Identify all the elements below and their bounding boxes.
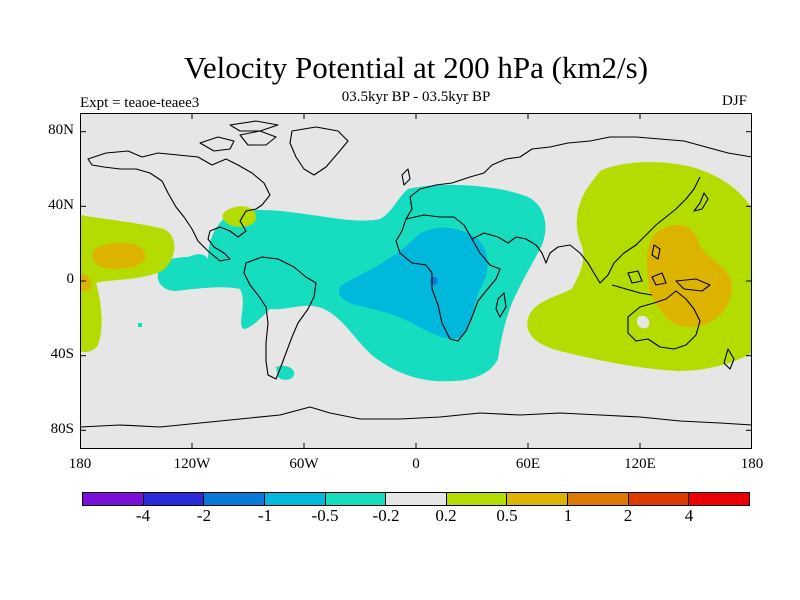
colorbar-swatch (264, 493, 326, 505)
lon-label-120e: 120E (624, 456, 656, 472)
velocity-potential-map (80, 113, 752, 449)
colorbar-label: 4 (684, 506, 694, 525)
lon-label-120w: 120W (173, 456, 211, 472)
colorbar-swatch (507, 493, 569, 505)
lat-label-80s: 80S (50, 421, 74, 437)
plot-subtitle: 03.5kyr BP - 03.5kyr BP (341, 89, 491, 105)
colorbar-swatch (628, 493, 690, 505)
lat-label-40s: 40S (50, 346, 74, 362)
plot-title: Velocity Potential at 200 hPa (km2/s) (183, 50, 649, 85)
lon-label-180e: 180 (740, 456, 764, 472)
colorbar-label: 1 (563, 506, 573, 525)
coastlines (80, 120, 752, 428)
lat-label-80n: 80N (48, 122, 74, 138)
contour-cyan-patagonia (276, 365, 295, 380)
contour-green-gulf (222, 206, 256, 227)
colorbar (82, 492, 750, 506)
colorbar-swatch (386, 493, 447, 505)
colorbar-label: -4 (135, 506, 151, 525)
contour-orange-edge (80, 273, 92, 292)
colorbar-swatch (143, 493, 205, 505)
colorbar-swatch (204, 493, 265, 505)
contour-blue-africa (338, 227, 488, 339)
contour-white-australia (636, 315, 650, 329)
season-label: DJF (722, 93, 748, 109)
lon-label-0: 0 (412, 456, 420, 472)
colorbar-swatch (689, 493, 750, 505)
colorbar-label: -2 (196, 506, 212, 525)
colorbar-swatch (446, 493, 508, 505)
colorbar-swatch (83, 493, 144, 505)
colorbar-label: 2 (623, 506, 633, 525)
lat-label-40n: 40N (48, 197, 74, 213)
axis-ticks (80, 113, 752, 449)
map-frame (80, 113, 752, 449)
experiment-label: Expt = teaoe-teaee3 (80, 95, 200, 111)
contour-darkblue-spot (430, 277, 438, 285)
colorbar-label: 0.5 (496, 506, 518, 525)
colorbar-label: -1 (257, 506, 273, 525)
colorbar-swatch (325, 493, 387, 505)
lon-label-60w: 60W (289, 456, 319, 472)
colorbar-label: -0.5 (311, 506, 339, 525)
lat-label-eq: 0 (66, 271, 75, 287)
colorbar-label: -0.2 (372, 506, 400, 525)
contour-cyan-spot (138, 323, 142, 327)
lon-label-60e: 60E (515, 456, 541, 472)
colorbar-label: 0.2 (435, 506, 457, 525)
lon-label-180w: 180 (68, 456, 92, 472)
contour-orange-eastpacific (92, 242, 146, 269)
contour-orange-maritime (646, 224, 732, 328)
colorbar-swatch (568, 493, 629, 505)
